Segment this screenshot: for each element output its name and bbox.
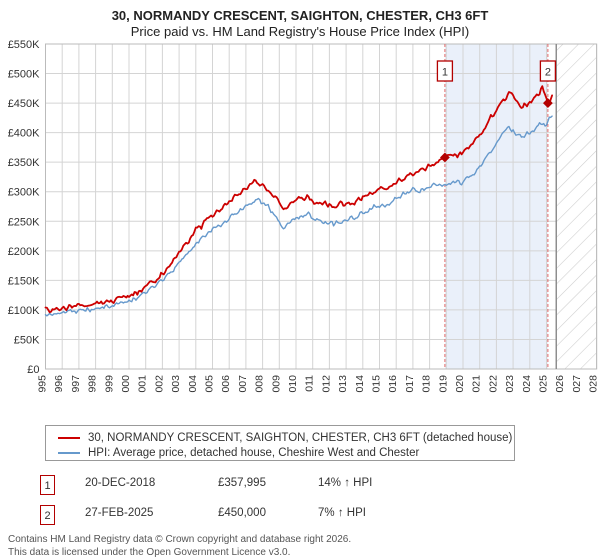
svg-text:019: 019 <box>437 375 449 393</box>
svg-text:003: 003 <box>170 375 182 393</box>
svg-text:£250K: £250K <box>8 216 40 228</box>
svg-text:£100K: £100K <box>8 305 40 317</box>
svg-text:006: 006 <box>220 375 232 393</box>
svg-text:024: 024 <box>521 375 533 393</box>
svg-text:021: 021 <box>471 375 483 393</box>
svg-text:018: 018 <box>421 375 433 393</box>
svg-text:£50K: £50K <box>14 334 40 346</box>
svg-text:1: 1 <box>442 67 448 79</box>
svg-text:997: 997 <box>70 375 82 393</box>
svg-text:£550K: £550K <box>8 39 40 51</box>
svg-text:£400K: £400K <box>8 128 40 140</box>
svg-text:£350K: £350K <box>8 157 40 169</box>
svg-text:998: 998 <box>87 375 99 393</box>
svg-text:996: 996 <box>53 375 65 393</box>
svg-text:025: 025 <box>538 375 550 393</box>
svg-text:020: 020 <box>454 375 466 393</box>
svg-text:017: 017 <box>404 375 416 393</box>
svg-text:2: 2 <box>545 67 551 79</box>
svg-text:010: 010 <box>287 375 299 393</box>
svg-text:009: 009 <box>270 375 282 393</box>
svg-text:015: 015 <box>371 375 383 393</box>
svg-text:013: 013 <box>337 375 349 393</box>
svg-text:022: 022 <box>487 375 499 393</box>
svg-text:002: 002 <box>153 375 165 393</box>
svg-text:005: 005 <box>204 375 216 393</box>
svg-text:£500K: £500K <box>8 69 40 81</box>
svg-text:£200K: £200K <box>8 246 40 258</box>
svg-text:012: 012 <box>320 375 332 393</box>
svg-text:000: 000 <box>120 375 132 393</box>
svg-text:011: 011 <box>304 375 316 392</box>
svg-text:008: 008 <box>254 375 266 393</box>
svg-text:£450K: £450K <box>8 98 40 110</box>
svg-text:023: 023 <box>504 375 516 393</box>
svg-text:014: 014 <box>354 375 366 393</box>
svg-text:007: 007 <box>237 375 249 393</box>
svg-text:004: 004 <box>187 375 199 393</box>
svg-text:027: 027 <box>571 375 583 393</box>
svg-text:026: 026 <box>554 375 566 393</box>
svg-text:£0: £0 <box>27 364 39 376</box>
svg-text:£150K: £150K <box>8 275 40 287</box>
svg-text:016: 016 <box>387 375 399 393</box>
svg-text:995: 995 <box>37 375 49 393</box>
svg-text:£300K: £300K <box>8 187 40 199</box>
svg-text:001: 001 <box>137 375 149 393</box>
svg-text:028: 028 <box>588 375 600 393</box>
svg-text:999: 999 <box>103 375 115 393</box>
